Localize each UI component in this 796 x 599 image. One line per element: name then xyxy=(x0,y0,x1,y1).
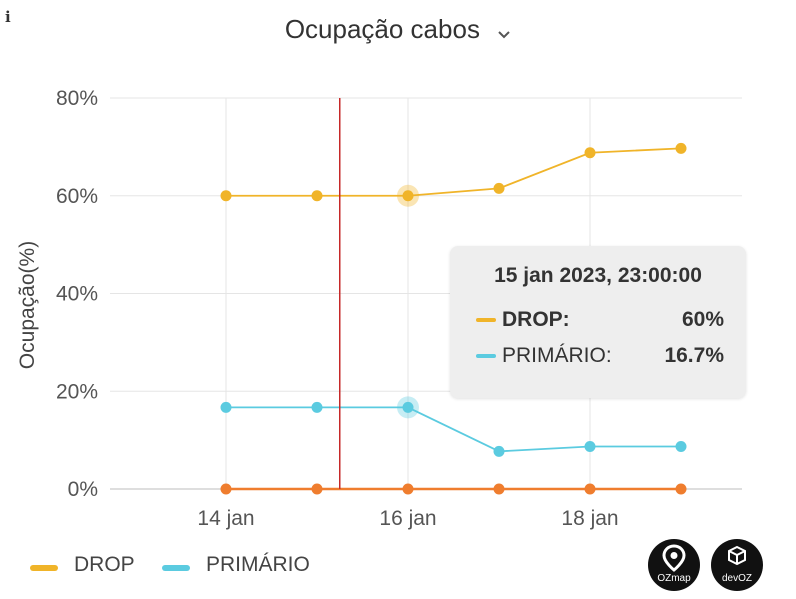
legend-swatch-primario xyxy=(162,565,190,571)
tooltip-swatch-drop xyxy=(476,318,496,322)
tooltip-row-primario: PRIMÁRIO: 16.7% xyxy=(476,342,724,370)
data-point[interactable] xyxy=(675,142,687,154)
y-axis-ticks: 0% 20% 40% 60% 80% xyxy=(56,87,98,501)
series-lines xyxy=(220,142,687,495)
data-point[interactable] xyxy=(311,483,323,495)
tooltip-row-drop: DROP: 60% xyxy=(476,306,724,334)
data-point[interactable] xyxy=(675,440,687,452)
cube-icon xyxy=(728,545,746,566)
chart-title-dropdown[interactable]: Ocupação cabos xyxy=(0,14,796,47)
series-line xyxy=(226,406,681,453)
data-point[interactable] xyxy=(220,190,232,202)
data-point[interactable] xyxy=(311,190,323,202)
data-point[interactable] xyxy=(493,445,505,457)
y-tick-label: 60% xyxy=(56,185,98,208)
data-point[interactable] xyxy=(584,147,596,159)
tooltip-value-drop: 60% xyxy=(681,308,724,331)
chevron-down-icon xyxy=(497,16,511,47)
y-tick-label: 0% xyxy=(68,478,98,501)
data-point[interactable] xyxy=(402,190,414,202)
data-point[interactable] xyxy=(402,401,414,413)
data-point[interactable] xyxy=(584,440,596,452)
ozmap-logo-text: OZmap xyxy=(657,573,691,584)
y-axis-label: Ocupação(%) xyxy=(16,241,39,369)
data-point[interactable] xyxy=(675,483,687,495)
chart-title: Ocupação cabos xyxy=(284,14,480,44)
tooltip-label-primario: PRIMÁRIO: xyxy=(502,344,612,367)
data-point[interactable] xyxy=(584,483,596,495)
tooltip-value-primario: 16.7% xyxy=(664,344,724,367)
map-pin-icon xyxy=(662,544,686,572)
data-point[interactable] xyxy=(220,483,232,495)
x-tick-label: 14 jan xyxy=(197,507,254,530)
tooltip: 15 jan 2023, 23:00:00 DROP: 60% PRIMÁRIO… xyxy=(450,246,746,398)
data-point[interactable] xyxy=(402,483,414,495)
series-line xyxy=(226,147,682,197)
data-point[interactable] xyxy=(493,483,505,495)
y-tick-label: 80% xyxy=(56,87,98,110)
ozmap-logo: OZmap xyxy=(648,539,700,591)
legend-label-primario: PRIMÁRIO xyxy=(206,553,310,576)
y-tick-label: 40% xyxy=(56,283,98,306)
data-point[interactable] xyxy=(493,182,505,194)
legend-label-drop: DROP xyxy=(74,553,135,576)
devoz-logo: devOZ xyxy=(711,539,763,591)
x-tick-label: 18 jan xyxy=(561,507,618,530)
data-point[interactable] xyxy=(311,401,323,413)
legend-swatch-drop xyxy=(30,565,58,571)
x-tick-label: 16 jan xyxy=(379,507,436,530)
y-tick-label: 20% xyxy=(56,380,98,403)
data-point[interactable] xyxy=(220,401,232,413)
devoz-logo-text: devOZ xyxy=(721,573,752,584)
tooltip-label-drop: DROP: xyxy=(502,308,570,331)
tooltip-title: 15 jan 2023, 23:00:00 xyxy=(494,264,702,287)
info-icon[interactable]: i xyxy=(5,8,11,26)
tooltip-swatch-primario xyxy=(476,354,496,358)
x-axis-ticks: 14 jan 16 jan 18 jan xyxy=(197,507,618,530)
